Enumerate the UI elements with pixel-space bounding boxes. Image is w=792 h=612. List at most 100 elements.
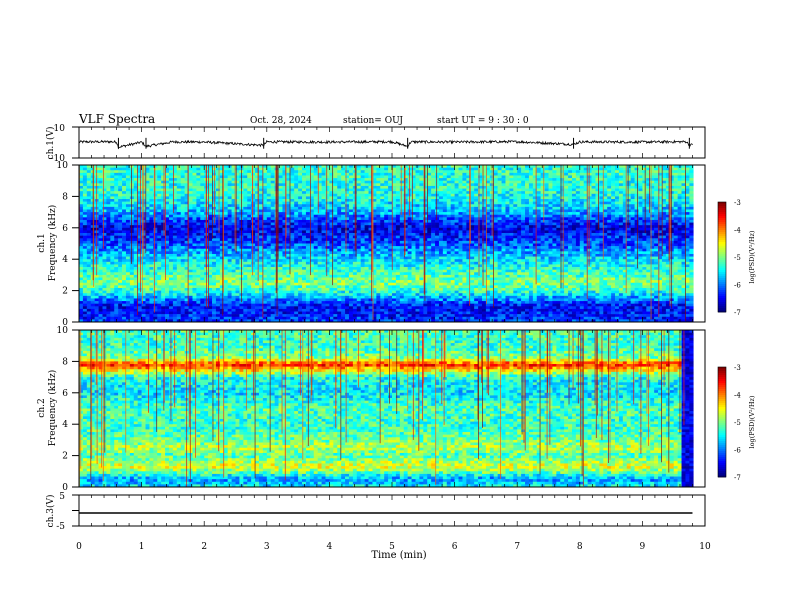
- ch1-spectrogram-cell: [262, 212, 268, 216]
- ch1-spectrogram-cell: [176, 204, 182, 208]
- ch1-spectrogram-cell: [587, 183, 592, 187]
- ch1-spectrogram-cell: [302, 227, 307, 231]
- ch1-spectrogram-cell: [380, 167, 385, 171]
- ch1-spectrogram-cell: [556, 212, 561, 216]
- ch1-spectrogram-cell: [266, 206, 272, 210]
- ch1-spectrogram-cell: [658, 188, 663, 192]
- ch1-spectrogram-cell: [247, 243, 252, 247]
- ch1-spectrogram-cell: [180, 212, 185, 216]
- ch1-spectrogram-cell: [509, 235, 514, 239]
- ch1-spectrogram-cell: [219, 225, 225, 229]
- ch1-spectrogram-cell: [153, 238, 158, 242]
- ch1-spectrogram-cell: [470, 246, 475, 250]
- ch1-spectrogram-cell: [525, 183, 530, 187]
- ch1-spectrogram-cell: [419, 212, 424, 216]
- ch1-spectrogram-cell: [661, 172, 667, 176]
- ch1-spectrogram-cell: [145, 238, 150, 242]
- ch1-spectrogram-cell: [481, 193, 487, 197]
- ch1-spectrogram-cell: [685, 201, 690, 205]
- ch1-spectrogram-cell: [384, 212, 389, 216]
- ch1-spectrogram-cell: [454, 165, 459, 168]
- ch1-spectrogram-cell: [321, 227, 326, 231]
- ch1-spectrogram-cell: [313, 170, 318, 174]
- ch1-spectrogram-cell: [634, 172, 639, 176]
- ch1-spectrogram-cell: [122, 219, 127, 223]
- ch1-spectrogram-cell: [427, 235, 432, 239]
- ch1-spectrogram-cell: [106, 204, 111, 208]
- ch1-spectrogram-cell: [446, 183, 451, 187]
- ch1-spectrogram-cell: [454, 214, 459, 218]
- ch1-spectrogram-cell: [419, 227, 424, 231]
- ch1-spectrogram-cell: [200, 180, 205, 184]
- ch1-spectrogram-cell: [364, 183, 369, 187]
- ch1-spectrogram-cell: [251, 180, 256, 184]
- ch1-spectrogram-cell: [149, 175, 154, 179]
- ch1-spectrogram-cell: [450, 240, 455, 244]
- ch1-spectrogram-cell: [665, 191, 671, 195]
- ch1-spectrogram-cell: [673, 188, 678, 192]
- ch1-spectrogram-cell: [591, 227, 596, 231]
- ch1-spectrogram-cell: [258, 167, 264, 171]
- ch1-spectrogram-cell: [415, 233, 420, 236]
- ch1-spectrogram-cell: [337, 219, 342, 223]
- ch1-spectrogram-cell: [278, 185, 283, 189]
- ch1-spectrogram-cell: [376, 178, 381, 181]
- ch1-spectrogram-cell: [149, 167, 154, 171]
- ch1-spectrogram-cell: [188, 170, 193, 174]
- ch1-spectrogram-cell: [368, 227, 373, 231]
- ch1-spectrogram-cell: [278, 233, 283, 236]
- ch1-spectrogram-cell: [321, 175, 326, 179]
- ch1-spectrogram-cell: [423, 172, 428, 176]
- ch1-spectrogram-cell: [536, 185, 541, 189]
- ch1-spectrogram-cell: [681, 188, 686, 192]
- ch1-spectrogram-cell: [243, 165, 248, 168]
- ch1-spectrogram-cell: [110, 199, 115, 202]
- ch1-spectrogram-cell: [493, 167, 498, 171]
- ch1-spectrogram-cell: [102, 185, 107, 189]
- ch1-spectrogram-cell: [266, 172, 272, 176]
- ch1-spectrogram-cell: [658, 209, 663, 213]
- ch1-spectrogram-cell: [196, 209, 201, 213]
- ch1-spectrogram-cell: [82, 219, 88, 223]
- ch1-spectrogram-cell: [157, 222, 162, 226]
- ch1-spectrogram-cell: [552, 180, 557, 184]
- ch1-spectrogram-cell: [478, 201, 483, 205]
- ch1-spectrogram-cell: [505, 209, 510, 213]
- ch1-spectrogram-cell: [665, 185, 671, 189]
- ch1-spectrogram-cell: [270, 175, 275, 179]
- ch1-spectrogram-cell: [462, 222, 467, 226]
- ch1-spectrogram-cell: [231, 204, 236, 208]
- ch1-spectrogram-cell: [376, 240, 381, 244]
- ch1-spectrogram-cell: [536, 193, 541, 197]
- ch1-spectrogram-cell: [646, 193, 651, 197]
- ch1-spectrogram-cell: [356, 191, 361, 195]
- ch1-spectrogram-cell: [661, 188, 667, 192]
- ch1-spectrogram-cell: [442, 199, 448, 202]
- ch1-spectrogram-cell: [145, 209, 150, 213]
- ch1-spectrogram-cell: [661, 230, 667, 234]
- ch1-spectrogram-cell: [176, 233, 182, 236]
- ch1-spectrogram-cell: [630, 209, 635, 213]
- ch1-spectrogram-cell: [446, 209, 451, 213]
- ch1-spectrogram-cell: [313, 172, 318, 176]
- ch1-spectrogram-cell: [681, 219, 686, 223]
- ch1-spectrogram-cell: [219, 165, 225, 168]
- ch1-spectrogram-cell: [270, 199, 275, 202]
- ch1-spectrogram-cell: [403, 222, 408, 226]
- ch1-spectrogram-cell: [114, 209, 119, 213]
- ch1-spectrogram-cell: [493, 178, 498, 181]
- ch1-spectrogram-cell: [571, 180, 577, 184]
- ch1-spectrogram-cell: [661, 209, 667, 213]
- ch1-spectrogram-cell: [634, 170, 639, 174]
- ch1-spectrogram-cell: [188, 222, 193, 226]
- ch1-spectrogram-cell: [423, 165, 428, 168]
- ch1-spectrogram-cell: [79, 225, 84, 229]
- ch1-spectrogram-cell: [82, 235, 88, 239]
- ch1-spectrogram-cell: [626, 188, 631, 192]
- ch1-spectrogram-cell: [176, 175, 182, 179]
- ch1-spectrogram-cell: [446, 193, 451, 197]
- ch1-spectrogram-cell: [560, 230, 565, 234]
- ch1-spectrogram-cell: [403, 183, 408, 187]
- ch1-spectrogram-cell: [282, 185, 287, 189]
- ch1-spectrogram-cell: [231, 240, 236, 244]
